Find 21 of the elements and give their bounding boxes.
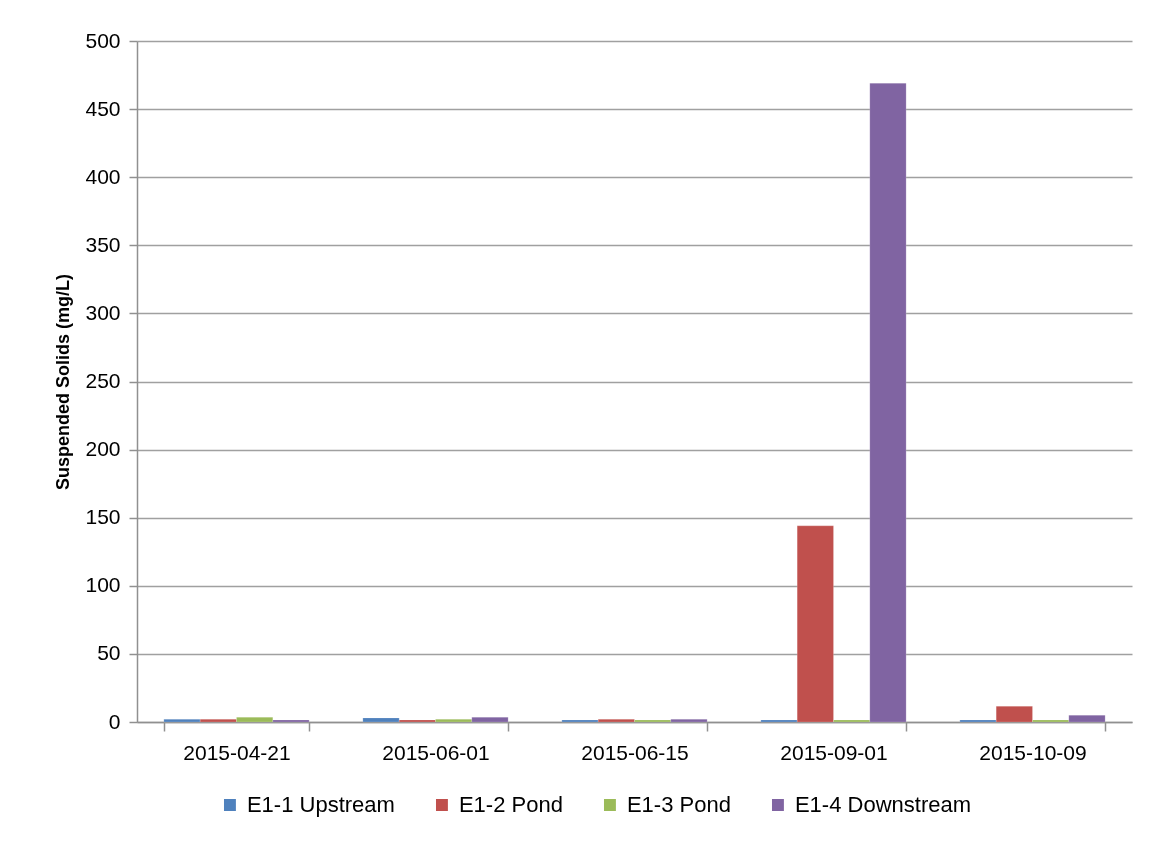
y-tick-label: 150 bbox=[85, 505, 121, 529]
y-tick-label: 0 bbox=[108, 709, 121, 733]
legend-label: E1-4 Downstream bbox=[794, 792, 972, 817]
y-tick-label: 400 bbox=[85, 164, 121, 188]
legend-label: E1-3 Pond bbox=[626, 792, 731, 817]
x-tick-label: 2015-06-15 bbox=[581, 740, 689, 764]
x-tick-label: 2015-09-01 bbox=[780, 740, 888, 764]
y-tick-label: 200 bbox=[85, 437, 121, 461]
y-tick-label: 500 bbox=[85, 28, 121, 52]
legend-label: E1-1 Upstream bbox=[246, 792, 395, 817]
y-tick-label: 300 bbox=[85, 300, 121, 324]
x-tick-label: 2015-04-21 bbox=[183, 740, 291, 764]
y-tick-label: 50 bbox=[97, 641, 121, 665]
y-tick-label: 250 bbox=[85, 369, 121, 392]
legend-label: E1-2 Pond bbox=[458, 792, 563, 817]
y-axis-title: Suspended Solids (mg/L) bbox=[53, 273, 74, 491]
y-tick-label: 450 bbox=[85, 96, 121, 120]
x-tick-label: 2015-06-01 bbox=[382, 740, 490, 764]
y-tick-label: 350 bbox=[85, 232, 121, 256]
x-tick-label: 2015-10-09 bbox=[979, 740, 1087, 764]
y-tick-label: 100 bbox=[85, 573, 121, 597]
